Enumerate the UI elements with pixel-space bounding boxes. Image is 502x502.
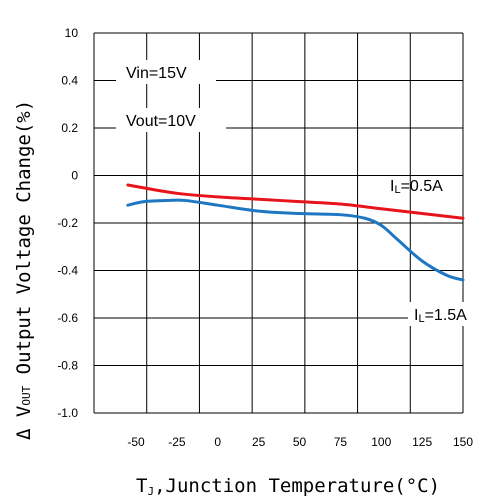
il-05-label-main: I <box>390 178 394 195</box>
il-15-label-sub: L <box>418 313 424 325</box>
y-tick-label: -1.0 <box>57 406 78 420</box>
x-axis-title-sub: J <box>147 485 154 498</box>
y-tick-label: 10 <box>65 26 79 40</box>
y-axis-title-rest: Output Voltage Change(%) <box>13 100 35 386</box>
il-05-label: IL=0.5A <box>390 178 443 196</box>
y-tick-label: 0 <box>71 169 78 183</box>
x-tick-label: 75 <box>334 435 348 449</box>
x-tick-label: -25 <box>168 435 186 449</box>
y-axis-title: Δ VOUT Output Voltage Change(%) <box>13 100 35 440</box>
y-tick-label: 0.2 <box>61 121 78 135</box>
x-axis-title-main: T <box>136 475 147 497</box>
vin-label-bg <box>116 60 216 84</box>
y-tick-label: -0.4 <box>57 264 78 278</box>
x-tick-label: -50 <box>127 435 145 449</box>
vout-label: Vout=10V <box>126 113 196 130</box>
y-tick-label: -0.8 <box>57 359 78 373</box>
y-tick-label: -0.2 <box>57 216 78 230</box>
il-15-label-bg <box>408 302 488 326</box>
series-line-il-1.5a <box>126 198 465 282</box>
x-axis-title: TJ,Junction Temperature(°C) <box>136 475 440 498</box>
il-15-label-main: I <box>414 307 418 324</box>
x-tick-label: 100 <box>371 435 391 449</box>
y-tick-label: -0.6 <box>57 311 78 325</box>
y-axis-title-sub: OUT <box>20 385 33 405</box>
series-layer <box>126 183 465 282</box>
x-tick-label: 150 <box>453 435 473 449</box>
il-05-label-sub: L <box>394 184 400 196</box>
x-tick-label: 125 <box>412 435 432 449</box>
x-tick-label: 25 <box>252 435 266 449</box>
x-tick-label: 50 <box>293 435 307 449</box>
x-axis-title-rest: ,Junction Temperature(°C) <box>154 475 440 497</box>
il-05-label-rest: =0.5A <box>401 178 444 195</box>
vin-label: Vin=15V <box>126 65 187 82</box>
grid <box>93 32 464 414</box>
il-15-label: IL=1.5A <box>414 307 467 325</box>
vout-label-bg <box>116 108 226 132</box>
series-line-il-0.5a <box>126 183 465 220</box>
tick-labels: 10 0.4 0.2 0 -0.2 -0.4 -0.6 -0.8 -1.0 -50 -25 0 25 50… <box>57 26 473 449</box>
x-tick-label: 0 <box>214 435 221 449</box>
y-axis-title-prefix: Δ V <box>13 406 35 440</box>
y-tick-label: 0.4 <box>61 74 78 88</box>
il-15-label-rest: =1.5A <box>425 307 468 324</box>
